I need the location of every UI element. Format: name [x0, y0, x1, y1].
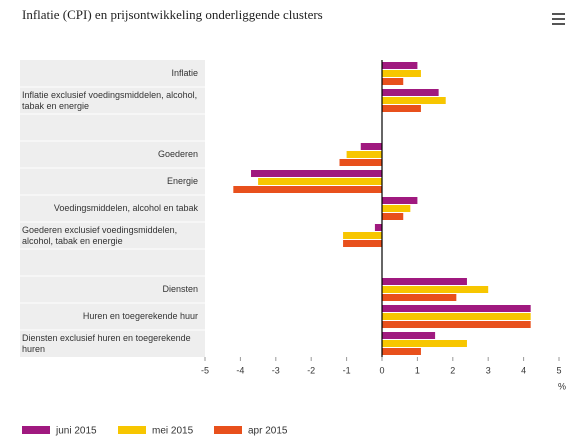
y-tick-label: Goederen: [157, 149, 198, 159]
x-tick-label: 0: [379, 365, 384, 375]
bar: [360, 143, 382, 150]
bar: [233, 186, 382, 193]
legend-label: apr 2015: [248, 426, 288, 437]
bar: [382, 89, 439, 96]
bar: [339, 159, 382, 166]
legend-swatch: [22, 426, 50, 434]
x-tick-label: -5: [201, 365, 209, 375]
x-tick-label: -3: [272, 365, 280, 375]
x-axis-label: %: [558, 381, 566, 391]
category-label-box: Huren en toegerekende huur: [82, 311, 198, 321]
bar: [258, 178, 382, 185]
y-tick-label: Diensten exclusief huren en toegerekende…: [22, 332, 191, 354]
x-tick-label: 1: [415, 365, 420, 375]
category-label-box: Inflatie: [171, 68, 198, 78]
category-label-box: Goederen exclusief voedingsmiddelen, alc…: [22, 224, 178, 246]
y-tick-label: Voedingsmiddelen, alcohol en tabak: [53, 203, 198, 213]
bar: [346, 151, 382, 158]
x-tick-label: 4: [521, 365, 526, 375]
chart-title: Inflatie (CPI) en prijsontwikkeling onde…: [22, 7, 323, 22]
bar: [382, 278, 467, 285]
x-tick-label: -1: [343, 365, 351, 375]
bar: [382, 321, 531, 328]
bar: [382, 294, 457, 301]
category-label-box: Goederen: [157, 149, 198, 159]
x-tick-label: -2: [307, 365, 315, 375]
y-tick-label: Diensten: [162, 284, 198, 294]
y-tick-label: Inflatie: [171, 68, 198, 78]
bar: [382, 70, 421, 77]
legend-swatch: [214, 426, 242, 434]
bar: [374, 224, 382, 231]
bar: [382, 305, 531, 312]
x-tick-label: 5: [556, 365, 561, 375]
category-label-box: Inflatie exclusief voedingsmiddelen, alc…: [22, 89, 198, 111]
y-tick-label: Inflatie exclusief voedingsmiddelen, alc…: [22, 89, 198, 111]
bar: [382, 62, 418, 69]
category-label-box: Energie: [166, 176, 198, 186]
bar: [382, 197, 418, 204]
category-label-box: Voedingsmiddelen, alcohol en tabak: [53, 203, 198, 213]
menu-bar[interactable]: [552, 18, 565, 20]
legend-label: juni 2015: [55, 426, 97, 437]
bar: [343, 240, 382, 247]
x-tick-label: -4: [236, 365, 244, 375]
bar: [382, 313, 531, 320]
category-label-box: Diensten exclusief huren en toegerekende…: [22, 332, 191, 354]
legend-swatch: [118, 426, 146, 434]
bar: [251, 170, 382, 177]
bar: [382, 213, 404, 220]
category-label-box: Diensten: [162, 284, 198, 294]
bar: [343, 232, 382, 239]
bar: [382, 332, 436, 339]
bar: [382, 286, 489, 293]
bar: [382, 348, 421, 355]
menu-bar[interactable]: [552, 13, 565, 15]
y-tick-label: Goederen exclusief voedingsmiddelen, alc…: [22, 224, 178, 246]
bar: [382, 340, 467, 347]
legend-label: mei 2015: [152, 426, 194, 437]
bar: [382, 97, 446, 104]
y-tick-label: Huren en toegerekende huur: [82, 311, 198, 321]
menu-icon[interactable]: [552, 13, 565, 25]
x-tick-label: 3: [486, 365, 491, 375]
y-tick-label: Energie: [166, 176, 198, 186]
menu-bar[interactable]: [552, 23, 565, 25]
bar: [382, 78, 404, 85]
bar: [382, 105, 421, 112]
x-tick-label: 2: [450, 365, 455, 375]
label-panel: [20, 60, 205, 357]
bar: [382, 205, 411, 212]
